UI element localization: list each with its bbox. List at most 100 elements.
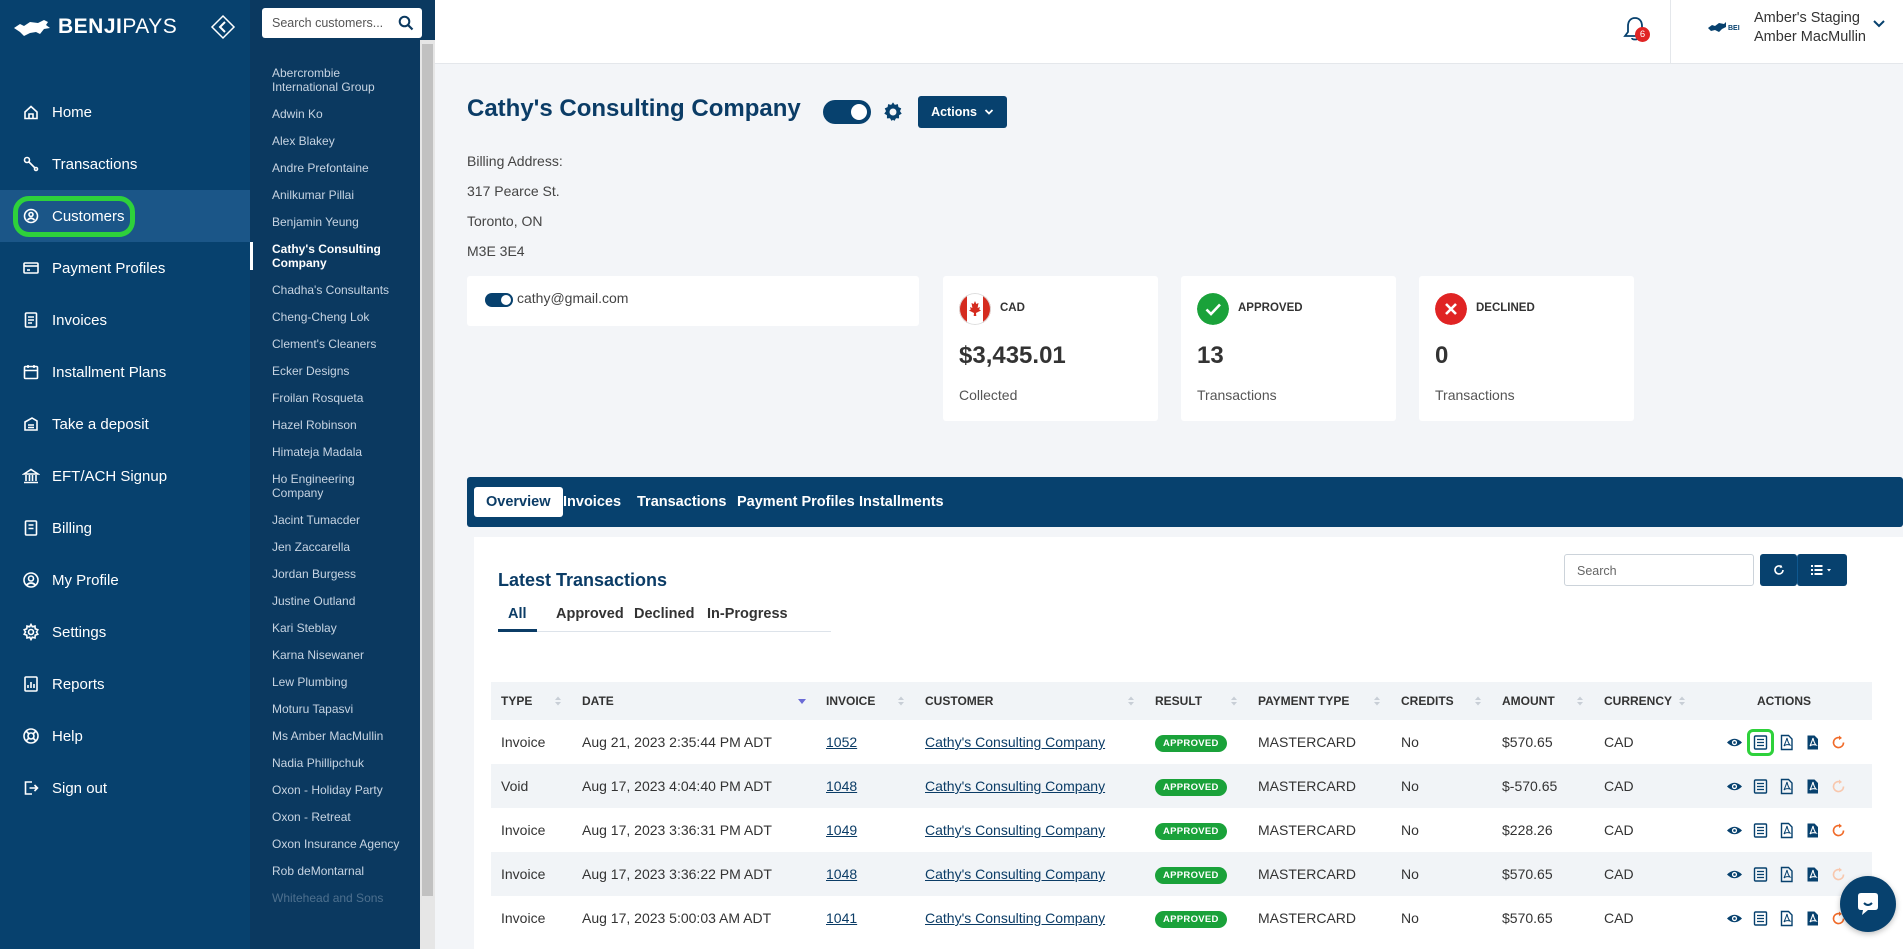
customer-list-item[interactable]: Cathy's Consulting Company xyxy=(250,242,418,270)
nav-item-billing[interactable]: Billing xyxy=(0,502,250,554)
sort-desc-icon[interactable] xyxy=(798,695,806,707)
customer-list-item[interactable]: Himateja Madala xyxy=(272,445,363,459)
filter-tab-all[interactable]: All xyxy=(498,606,537,632)
column-header-credits[interactable]: CREDITS xyxy=(1391,682,1492,720)
sort-icon[interactable] xyxy=(897,695,905,707)
customer-list-item[interactable]: Oxon Insurance Agency xyxy=(272,837,400,851)
customer-list-item[interactable]: Karna Nisewaner xyxy=(272,648,365,662)
refund-icon[interactable] xyxy=(1830,778,1847,795)
column-header-customer[interactable]: CUSTOMER xyxy=(915,682,1145,720)
search-icon[interactable] xyxy=(398,15,414,31)
pdf-icon[interactable] xyxy=(1804,734,1821,751)
customer-link[interactable]: Cathy's Consulting Company xyxy=(925,866,1106,882)
customer-list-item[interactable]: Justine Outland xyxy=(272,594,356,608)
nav-item-payment-profiles[interactable]: Payment Profiles xyxy=(0,242,250,294)
nav-item-settings[interactable]: Settings xyxy=(0,606,250,658)
invoice-link[interactable]: 1041 xyxy=(826,910,858,926)
columns-dropdown-button[interactable] xyxy=(1797,554,1847,586)
customer-list-item[interactable]: Froilan Rosqueta xyxy=(272,391,364,405)
view-eye-icon[interactable] xyxy=(1726,778,1743,795)
customer-link[interactable]: Cathy's Consulting Company xyxy=(925,778,1106,794)
filter-tab-in-progress[interactable]: In-Progress xyxy=(707,606,788,622)
refund-icon[interactable] xyxy=(1830,910,1847,927)
nav-item-invoices[interactable]: Invoices xyxy=(0,294,250,346)
customer-list-item[interactable]: Clement's Cleaners xyxy=(272,337,377,351)
view-eye-icon[interactable] xyxy=(1726,734,1743,751)
view-eye-icon[interactable] xyxy=(1726,822,1743,839)
tab-invoices[interactable]: Invoices xyxy=(563,494,622,510)
column-header-type[interactable]: TYPE xyxy=(491,682,572,720)
pdf-outline-icon[interactable] xyxy=(1778,910,1795,927)
customer-list-item[interactable]: Rob deMontarnal xyxy=(272,864,365,878)
receipt-icon[interactable] xyxy=(1747,728,1774,756)
invoice-link[interactable]: 1052 xyxy=(826,734,858,750)
customer-link[interactable]: Cathy's Consulting Company xyxy=(925,822,1106,838)
sort-icon[interactable] xyxy=(1576,695,1584,707)
column-header-amount[interactable]: AMOUNT xyxy=(1492,682,1594,720)
customer-list-item[interactable]: Benjamin Yeung xyxy=(272,215,359,229)
pdf-icon[interactable] xyxy=(1804,778,1821,795)
refund-icon[interactable] xyxy=(1830,866,1847,883)
nav-item-customers[interactable]: Customers xyxy=(0,190,250,242)
customer-list-item[interactable]: Abercrombie International Group xyxy=(272,66,375,94)
column-header-invoice[interactable]: INVOICE xyxy=(816,682,915,720)
pdf-icon[interactable] xyxy=(1804,822,1821,839)
customer-search-input[interactable]: Search customers... xyxy=(262,8,422,38)
customer-list-item[interactable]: Cheng-Cheng Lok xyxy=(272,310,370,324)
filter-tab-declined[interactable]: Declined xyxy=(634,606,695,622)
view-eye-icon[interactable] xyxy=(1726,866,1743,883)
pdf-outline-icon[interactable] xyxy=(1778,734,1795,751)
sort-icon[interactable] xyxy=(1474,695,1482,707)
nav-item-sign-out[interactable]: Sign out xyxy=(0,762,250,814)
customer-list-item[interactable]: Ms Amber MacMullin xyxy=(272,729,384,743)
tab-payment-profiles[interactable]: Payment Profiles xyxy=(737,494,855,510)
tab-overview[interactable]: Overview xyxy=(474,487,563,517)
customer-list-item[interactable]: Oxon - Holiday Party xyxy=(272,783,383,797)
customer-list-item[interactable]: Jacint Tumacder xyxy=(272,513,361,527)
receipt-icon[interactable] xyxy=(1752,778,1769,795)
nav-item-transactions[interactable]: Transactions xyxy=(0,138,250,190)
customer-list-item[interactable]: Adwin Ko xyxy=(272,107,323,121)
customer-list-item[interactable]: Jordan Burgess xyxy=(272,567,357,581)
pdf-outline-icon[interactable] xyxy=(1778,822,1795,839)
customer-list-item[interactable]: Lew Plumbing xyxy=(272,675,348,689)
support-chat-button[interactable] xyxy=(1840,876,1896,932)
pdf-icon[interactable] xyxy=(1804,866,1821,883)
actions-dropdown-button[interactable]: Actions xyxy=(918,96,1007,128)
customer-list-item[interactable]: Hazel Robinson xyxy=(272,418,357,432)
invoice-link[interactable]: 1048 xyxy=(826,866,858,882)
sort-icon[interactable] xyxy=(1373,695,1381,707)
customer-list-item[interactable]: Anilkumar Pillai xyxy=(272,188,355,202)
collapse-sidebar-icon[interactable] xyxy=(210,14,236,40)
customer-list-item[interactable]: Alex Blakey xyxy=(272,134,335,148)
receipt-icon[interactable] xyxy=(1752,822,1769,839)
customer-list-item[interactable]: Jen Zaccarella xyxy=(272,540,351,554)
column-header-payment-type[interactable]: PAYMENT TYPE xyxy=(1248,682,1391,720)
customer-link[interactable]: Cathy's Consulting Company xyxy=(925,910,1106,926)
pdf-outline-icon[interactable] xyxy=(1778,778,1795,795)
sort-icon[interactable] xyxy=(554,695,562,707)
customer-list-item[interactable]: Chadha's Consultants xyxy=(272,283,390,297)
invoice-link[interactable]: 1049 xyxy=(826,822,858,838)
customer-list-item[interactable]: Moturu Tapasvi xyxy=(272,702,354,716)
nav-item-take-a-deposit[interactable]: Take a deposit xyxy=(0,398,250,450)
notifications-button[interactable]: 6 xyxy=(1622,14,1650,44)
customer-list-item[interactable]: Oxon - Retreat xyxy=(272,810,351,824)
tab-installments[interactable]: Installments xyxy=(859,494,944,510)
column-header-currency[interactable]: CURRENCY xyxy=(1594,682,1696,720)
customer-list-scrollbar[interactable] xyxy=(420,40,435,949)
customer-list-item[interactable]: Andre Prefontaine xyxy=(272,161,369,175)
column-header-result[interactable]: RESULT xyxy=(1145,682,1248,720)
pdf-outline-icon[interactable] xyxy=(1778,866,1795,883)
transactions-search-input[interactable]: Search xyxy=(1564,554,1754,586)
nav-item-eft-ach-signup[interactable]: EFT/ACH Signup xyxy=(0,450,250,502)
brand[interactable]: BENJIPAYS xyxy=(0,0,250,54)
column-header-date[interactable]: DATE xyxy=(572,682,816,720)
refund-icon[interactable] xyxy=(1830,822,1847,839)
invoice-link[interactable]: 1048 xyxy=(826,778,858,794)
nav-item-installment-plans[interactable]: Installment Plans xyxy=(0,346,250,398)
customer-list-item[interactable]: Kari Steblay xyxy=(272,621,337,635)
scrollbar-thumb[interactable] xyxy=(422,44,433,896)
sort-icon[interactable] xyxy=(1678,695,1686,707)
sort-icon[interactable] xyxy=(1127,695,1135,707)
